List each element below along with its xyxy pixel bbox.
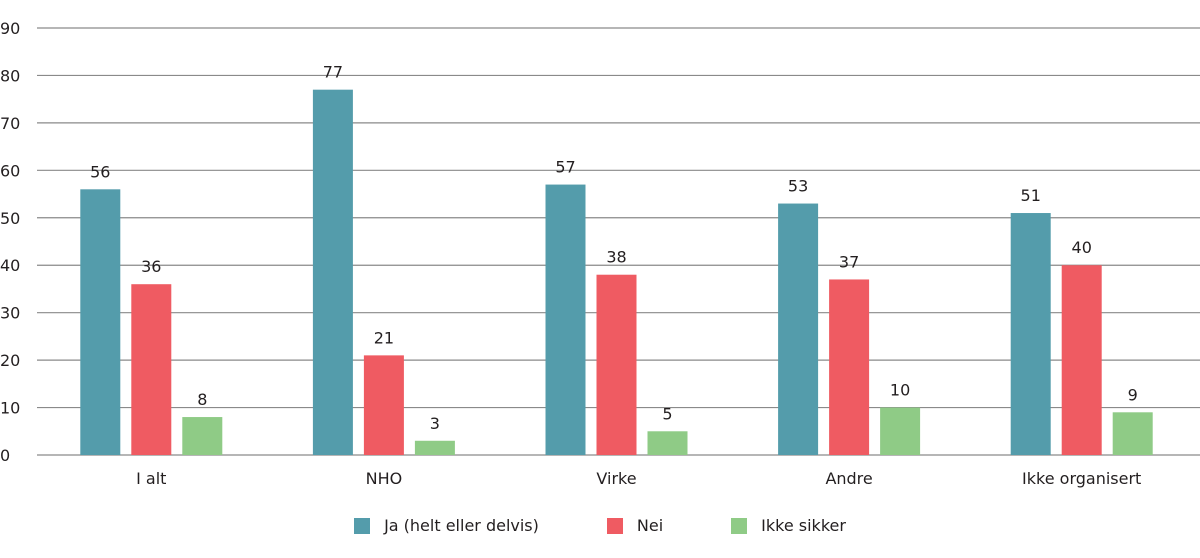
x-category-label: I alt bbox=[136, 469, 166, 488]
bar-value-label: 3 bbox=[430, 414, 440, 433]
bar bbox=[545, 184, 586, 456]
y-tick-label: 40 bbox=[0, 256, 20, 275]
bar-value-label: 36 bbox=[141, 257, 161, 276]
bar bbox=[182, 417, 223, 455]
bar bbox=[414, 440, 455, 455]
legend-label: Ikke sikker bbox=[761, 516, 846, 535]
y-axis-ticks: 0 10 20 30 40 50 60 70 80 90 bbox=[0, 19, 20, 465]
x-axis-labels: I alt NHO Virke Andre Ikke organisert bbox=[136, 469, 1141, 488]
bar-value-label: 5 bbox=[662, 404, 672, 423]
y-tick-label: 10 bbox=[0, 399, 20, 418]
bar-value-label: 37 bbox=[839, 252, 859, 271]
bar bbox=[312, 89, 353, 455]
x-category-label: Andre bbox=[825, 469, 872, 488]
y-tick-label: 0 bbox=[0, 446, 10, 465]
bar bbox=[880, 407, 921, 455]
gridlines bbox=[37, 27, 1200, 456]
bar-value-label: 10 bbox=[890, 381, 910, 400]
bar-value-label: 40 bbox=[1072, 238, 1092, 257]
y-tick-label: 80 bbox=[0, 66, 20, 85]
y-tick-label: 20 bbox=[0, 351, 20, 370]
legend-swatch-nei bbox=[606, 517, 623, 534]
x-category-label: NHO bbox=[366, 469, 403, 488]
y-tick-label: 60 bbox=[0, 161, 20, 180]
bar-value-label: 53 bbox=[788, 177, 808, 196]
bar-value-label: 38 bbox=[606, 248, 626, 267]
y-tick-label: 90 bbox=[0, 19, 20, 38]
bars: 56 36 8 77 21 3 57 38 5 53 37 10 51 40 9 bbox=[80, 63, 1153, 456]
bar bbox=[363, 355, 404, 455]
bar-value-label: 51 bbox=[1021, 186, 1041, 205]
bar-value-label: 8 bbox=[197, 390, 207, 409]
bar-value-label: 21 bbox=[374, 328, 394, 347]
bar bbox=[1010, 213, 1051, 455]
bar-value-label: 56 bbox=[90, 162, 110, 181]
legend-label: Nei bbox=[636, 516, 664, 535]
legend-swatch-ja bbox=[354, 517, 371, 534]
bar bbox=[778, 203, 819, 455]
legend-item-ja: Ja (helt eller delvis) bbox=[354, 516, 539, 535]
bar bbox=[596, 274, 637, 455]
x-category-label: Ikke organisert bbox=[1022, 469, 1141, 488]
legend: Ja (helt eller delvis) Nei Ikke sikker bbox=[0, 516, 1200, 535]
legend-label: Ja (helt eller delvis) bbox=[384, 516, 539, 535]
y-tick-label: 30 bbox=[0, 304, 20, 323]
bar bbox=[1061, 265, 1102, 455]
x-category-label: Virke bbox=[596, 469, 636, 488]
bar-value-label: 9 bbox=[1128, 385, 1138, 404]
legend-item-ikke-sikker: Ikke sikker bbox=[731, 516, 846, 535]
y-tick-label: 50 bbox=[0, 209, 20, 228]
legend-swatch-ikke-sikker bbox=[731, 517, 748, 534]
bar bbox=[131, 284, 172, 455]
legend-item-nei: Nei bbox=[606, 516, 664, 535]
bar bbox=[1112, 412, 1153, 455]
y-tick-label: 70 bbox=[0, 114, 20, 133]
bar bbox=[829, 279, 870, 455]
bar-value-label: 77 bbox=[323, 63, 343, 82]
bar-value-label: 57 bbox=[555, 158, 575, 177]
bar bbox=[80, 189, 121, 456]
bar bbox=[647, 431, 688, 455]
